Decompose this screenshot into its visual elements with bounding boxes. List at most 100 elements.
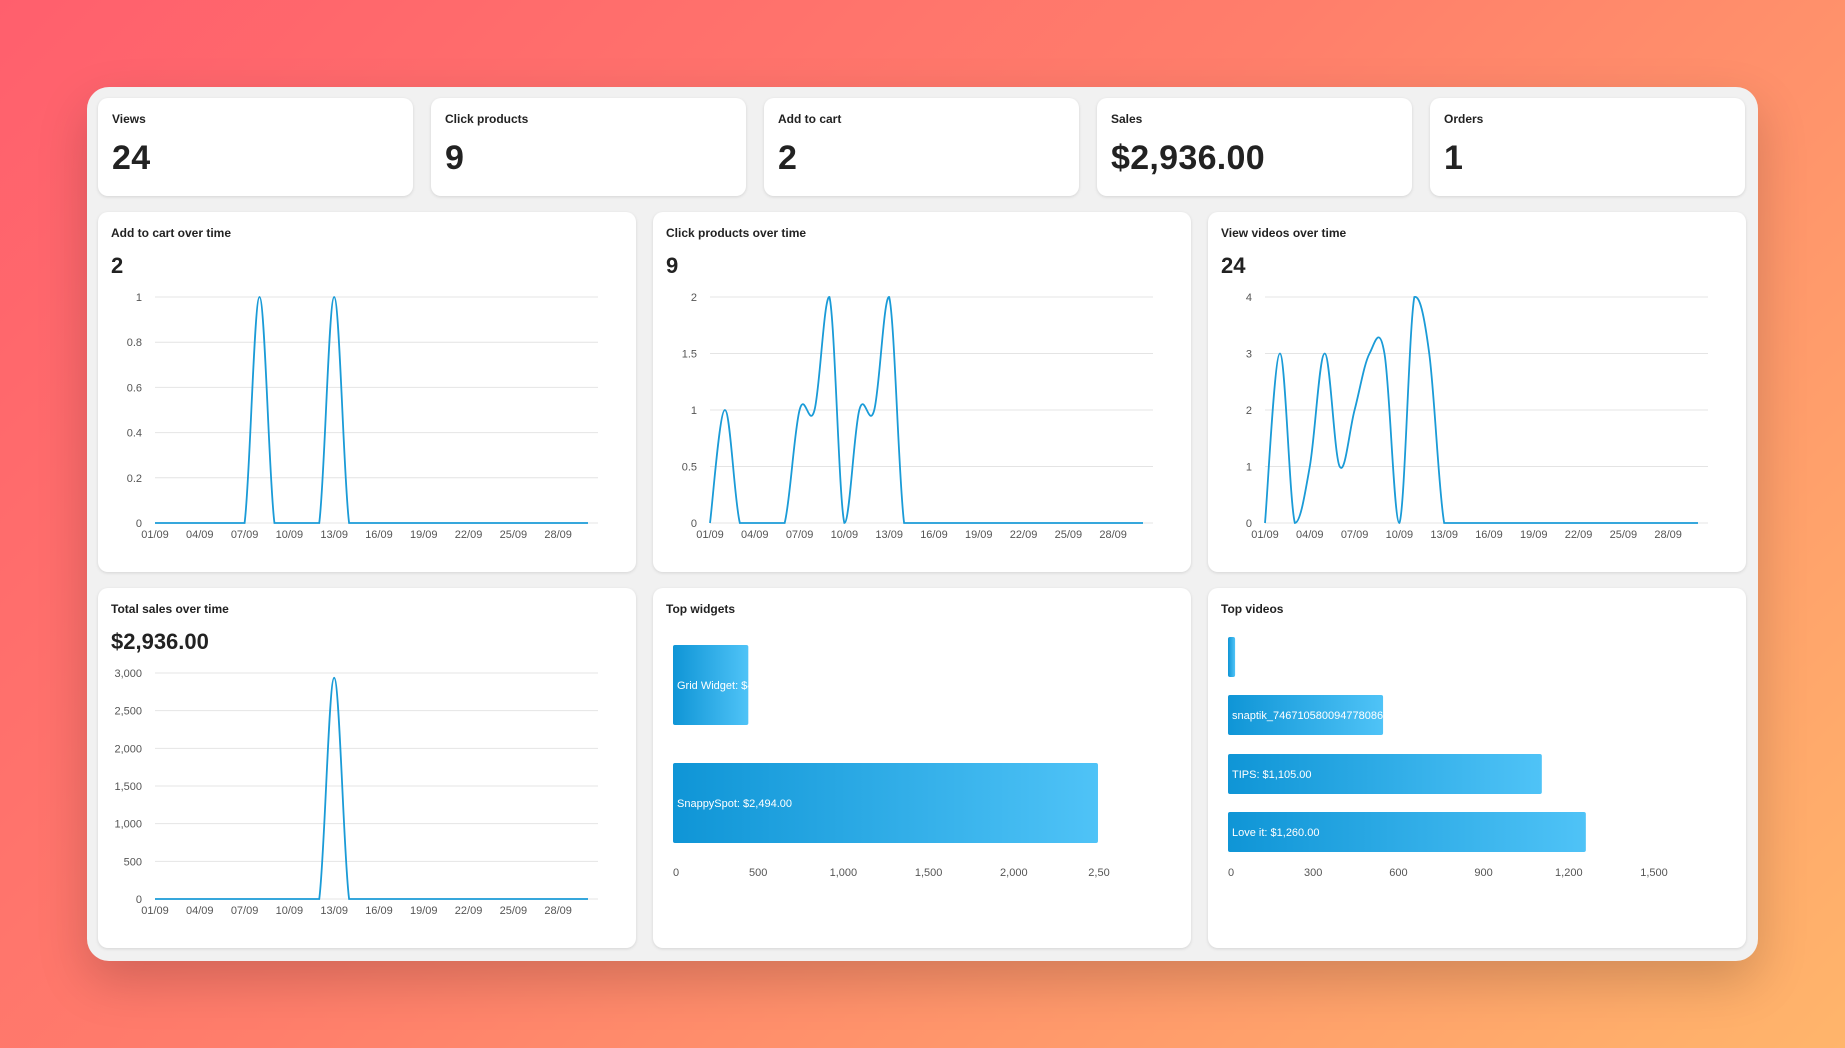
kpi-label: Add to cart [778,112,842,126]
x-tick-label: 25/09 [1610,529,1638,541]
x-tick-label: 28/09 [544,529,572,541]
total-sales-chart-card: Total sales over time $2,936.00 0 500 1,00… [98,588,636,948]
y-tick-label: 1,000 [114,819,142,831]
x-tick-label: 500 [749,867,767,879]
click-products-line-chart: 0 0.5 1 1.5 2 01/09 04/09 07/09 10/09 13/09 16/09 1… [682,292,1153,541]
x-tick-label: 19/09 [965,529,993,541]
kpi-sales[interactable]: Sales $2,936.00 [1097,98,1412,196]
x-tick-label: 07/09 [1341,529,1369,541]
x-tick-label: 04/09 [1296,529,1324,541]
chart-title: Top widgets [666,602,736,616]
kpi-orders[interactable]: Orders 1 [1430,98,1745,196]
kpi-value: 2 [778,139,798,177]
x-tick-label: 28/09 [1099,529,1127,541]
x-tick-label: 13/09 [320,905,348,917]
y-tick-label: 500 [124,856,142,868]
x-tick-label: 10/09 [276,529,304,541]
chart-total: 9 [666,253,679,278]
y-tick-label: 2,500 [114,706,142,718]
y-tick-label: 3 [1246,349,1252,361]
x-tick-label: 2,000 [1000,867,1028,879]
x-tick-label: 28/09 [1654,529,1682,541]
x-tick-label: 04/09 [186,529,214,541]
x-tick-label: 13/09 [1430,529,1458,541]
bar [1228,754,1542,794]
bar [673,763,1098,843]
bar-group: snaptik_7467105800947780869: $5 [1228,695,1384,735]
chart-total: 2 [111,253,124,278]
bar-label: Love it: $1,260.00 [1232,827,1319,839]
x-tick-label: 10/09 [1386,529,1414,541]
total-sales-line-chart: 0 500 1,000 1,500 2,000 2,500 3,000 01/09 04/09 0… [114,668,598,917]
bar-group: Grid Widget: $442 [673,645,766,725]
kpi-add-to-cart[interactable]: Add to cart 2 [764,98,1079,196]
x-tick-label: 28/09 [544,905,572,917]
y-tick-label: 1 [136,292,142,304]
x-tick-label: 10/09 [831,529,859,541]
y-tick-label: 4 [1246,292,1252,304]
y-tick-label: 0.5 [682,462,697,474]
bar [1228,637,1236,677]
chart-title: Top videos [1221,602,1284,616]
bar [673,645,749,725]
kpi-click-products[interactable]: Click products 9 [431,98,746,196]
chart-title: Add to cart over time [111,226,232,240]
x-tick-label: 01/09 [141,529,169,541]
y-tick-label: 0 [136,518,142,530]
top-videos-chart-card: Top videos 0 300 600 900 1,200 1,500 snaptik_7… [1208,588,1746,948]
y-tick-label: 0.8 [127,337,142,349]
y-tick-label: 0.4 [127,428,142,440]
y-tick-label: 0.2 [127,473,142,485]
top-widgets-chart-card: Top widgets 0 500 1,000 1,500 2,000 2,50 Grid … [653,588,1191,948]
y-tick-label: 1,500 [114,781,142,793]
kpi-label: Sales [1111,112,1143,126]
x-tick-label: 2,50 [1088,867,1109,879]
bar-label: SnappySpot: $2,494.00 [677,798,792,810]
y-tick-label: 0.6 [127,382,142,394]
x-tick-label: 22/09 [455,529,483,541]
view-videos-line-chart: 0 1 2 3 4 01/09 04/09 07/09 10/09 13/09 16/09 19/09… [1246,292,1708,541]
kpi-value: 9 [445,139,465,177]
bar [1228,695,1384,735]
chart-title: View videos over time [1221,226,1347,240]
x-tick-label: 19/09 [1520,529,1548,541]
y-tick-label: 2 [691,292,697,304]
y-tick-label: 1 [691,405,697,417]
x-tick-label: 1,500 [1640,867,1668,879]
add-to-cart-chart-card: Add to cart over time 2 0 0.2 0.4 0.6 0.8 1 01… [98,212,636,572]
x-tick-label: 0 [673,867,679,879]
kpi-label: Views [112,112,146,126]
add-to-cart-line-chart: 0 0.2 0.4 0.6 0.8 1 01/09 04/09 07/09 10/09 13/09 1… [127,292,598,541]
x-tick-label: 1,000 [830,867,858,879]
x-tick-label: 10/09 [276,905,304,917]
x-tick-label: 04/09 [741,529,769,541]
bar [1228,812,1586,852]
kpi-views[interactable]: Views 24 [98,98,413,196]
y-tick-label: 0 [136,894,142,906]
x-tick-label: 16/09 [920,529,948,541]
x-tick-label: 07/09 [231,905,259,917]
x-tick-label: 16/09 [365,905,393,917]
bar-group [1228,637,1236,677]
kpi-value: 1 [1444,139,1464,177]
x-tick-label: 600 [1389,867,1407,879]
bar-label: Grid Widget: $442 [677,680,766,692]
kpi-value: 24 [112,139,151,177]
bar-label: TIPS: $1,105.00 [1232,769,1312,781]
x-tick-label: 13/09 [875,529,903,541]
y-tick-label: 1 [1246,462,1252,474]
kpi-label: Orders [1444,112,1484,126]
x-tick-label: 25/09 [1055,529,1083,541]
x-tick-label: 13/09 [320,529,348,541]
x-tick-label: 900 [1474,867,1492,879]
x-tick-label: 1,500 [915,867,943,879]
y-tick-label: 2,000 [114,743,142,755]
y-tick-label: 0 [1246,518,1252,530]
chart-total: $2,936.00 [111,629,209,654]
x-tick-label: 1,200 [1555,867,1583,879]
bar-group: Love it: $1,260.00 [1228,812,1586,852]
x-tick-label: 19/09 [410,905,438,917]
x-tick-label: 25/09 [500,529,528,541]
dashboard-panel: Views 24 Click products 9 Add to cart 2 … [87,87,1758,961]
x-tick-label: 0 [1228,867,1234,879]
